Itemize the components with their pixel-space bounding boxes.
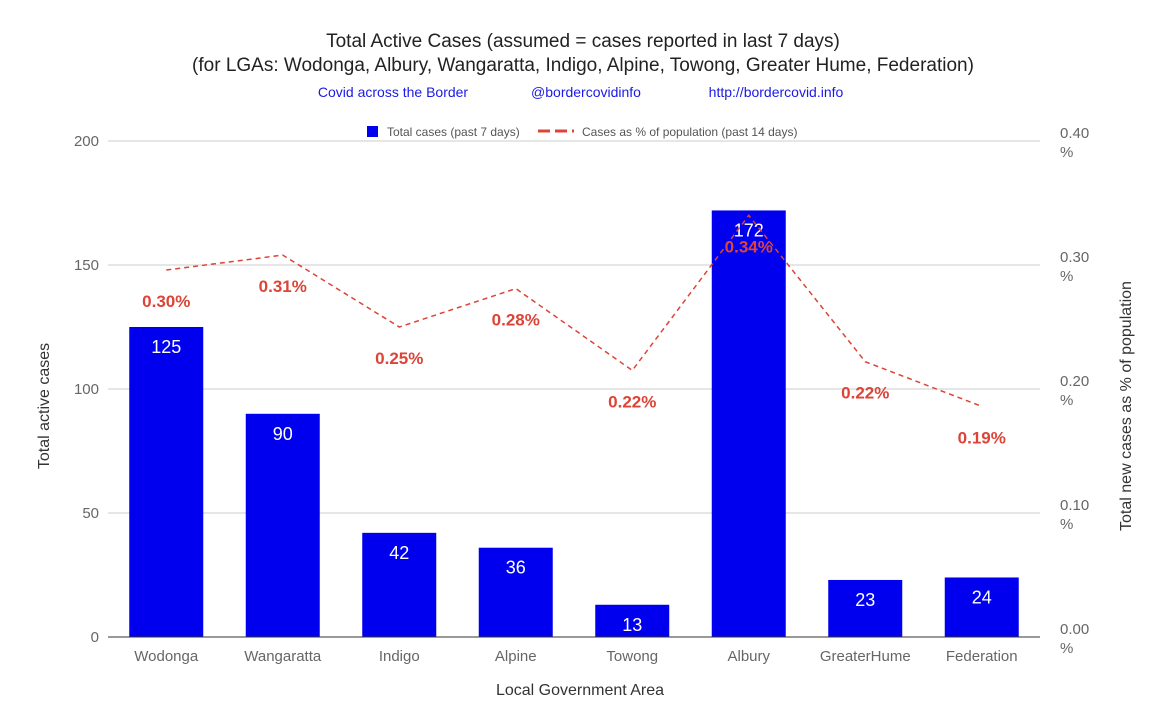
x-tick-label: Wodonga [134,648,199,665]
bar [129,327,204,637]
chart-subtitle: (for LGAs: Wodonga, Albury, Wangaratta, … [192,55,974,76]
credit-name: Covid across the Border [318,84,469,100]
line-value-label: 0.31% [259,277,307,296]
line-value-label: 0.25% [375,349,423,368]
line-value-label: 0.30% [142,292,190,311]
y-tick-label: 50 [82,505,99,522]
y2-tick-unit: % [1060,516,1073,533]
bar [362,532,437,637]
x-tick-label: Wangaratta [244,648,322,665]
y-axis-ticks: 0 50 100 150 200 [74,133,99,646]
bar [245,413,320,637]
x-tick-label: Federation [946,648,1018,665]
line-value-label: 0.34% [725,237,773,256]
bar-value-label: 90 [273,424,293,444]
x-tick-label: Towong [606,648,658,665]
y2-tick-unit: % [1060,392,1073,409]
y2-tick-label: 0.30 [1060,249,1089,266]
y2-tick-label: 0.40 [1060,125,1089,142]
bar-value-label: 42 [389,543,409,563]
line-value-label: 0.28% [492,311,540,330]
line-data-labels: 0.30% 0.31% 0.25% 0.28% 0.22% 0.34% 0.22% 0.19% [142,237,1006,447]
x-tick-label: Indigo [379,648,420,665]
bar-value-label: 36 [506,558,526,578]
y-tick-label: 200 [74,133,99,150]
x-axis-ticks: Wodonga Wangaratta Indigo Alpine Towong Albur… [134,648,1017,665]
y2-tick-unit: % [1060,640,1073,657]
line-value-label: 0.22% [841,384,889,403]
bar [595,604,670,637]
bar [828,579,903,637]
line-value-label: 0.19% [958,428,1006,447]
bar-value-label: 23 [855,590,875,610]
bar [711,210,786,637]
y2-tick-label: 0.00 [1060,621,1089,638]
legend-bar-swatch [367,126,378,137]
y-tick-label: 0 [91,629,99,646]
credit-handle: @bordercovidinfo [531,84,641,100]
x-axis-title: Local Government Area [496,682,664,699]
bar [944,577,1019,637]
y2-axis-ticks: 0.00% 0.10% 0.20% 0.30% 0.40% [1060,125,1089,657]
y2-tick-unit: % [1060,268,1073,285]
x-tick-label: Alpine [495,648,537,665]
bar-value-label: 24 [972,587,992,607]
y-axis-title: Total active cases [36,343,53,469]
bar-value-label: 125 [151,337,181,357]
y-tick-label: 150 [74,257,99,274]
line-value-label: 0.22% [608,392,656,411]
y2-tick-label: 0.10 [1060,497,1089,514]
legend-line-label: Cases as % of population (past 14 days) [582,125,797,139]
x-tick-label: GreaterHume [820,648,911,665]
legend-bar-label: Total cases (past 7 days) [387,125,520,139]
bar [478,547,553,637]
bar-value-label: 172 [734,220,764,240]
legend: Total cases (past 7 days) Cases as % of … [367,125,797,139]
bar-series: 125 90 42 36 13 172 23 24 [129,210,1019,637]
y-tick-label: 100 [74,381,99,398]
credit-url: http://bordercovid.info [709,84,844,100]
y2-tick-label: 0.20 [1060,373,1089,390]
x-tick-label: Albury [727,648,770,665]
bar-value-label: 13 [622,615,642,635]
y2-tick-unit: % [1060,144,1073,161]
chart-title: Total Active Cases (assumed = cases repo… [326,31,840,52]
y2-axis-title: Total new cases as % of population [1118,281,1135,531]
line-series [166,214,983,408]
